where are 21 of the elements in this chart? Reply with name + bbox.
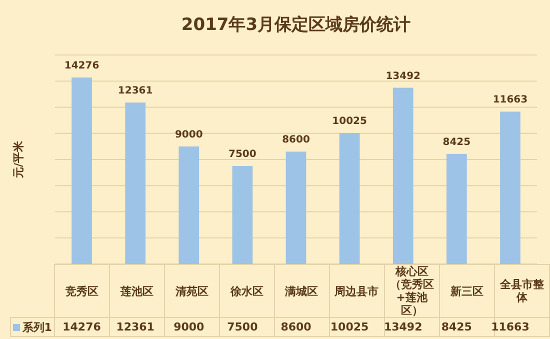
x-tick-label: 核心区（竞秀区+莲池区） [384, 264, 440, 318]
x-tick-label: 清苑区 [164, 264, 220, 318]
x-tick-label: 满城区 [274, 264, 330, 318]
x-tick-label: 竞秀区 [54, 264, 110, 318]
annotation: 11663 [492, 94, 528, 106]
annotation: 14276 [64, 60, 100, 72]
x-tick-label: 新三区 [440, 264, 495, 318]
annotation: 12361 [118, 86, 153, 97]
legend-label: 系列1 [10, 318, 55, 336]
annotation: 10025 [332, 116, 367, 128]
annotation: 9000 [174, 129, 203, 140]
x-tick-label: 莲池区 [110, 264, 164, 318]
title: 2017年3月保定区域房价统计 [181, 15, 411, 35]
x-tick-label: 徐水区 [219, 264, 274, 318]
annotation: 7500 [228, 149, 256, 160]
annotation: 8600 [282, 134, 310, 146]
x-tick-label: 全县市整体 [494, 264, 550, 318]
annotation: 8425 [442, 136, 471, 148]
y-axis-title: 元/平米 [12, 140, 25, 180]
annotation: 13492 [386, 70, 421, 82]
x-tick-label: 周边县市 [329, 264, 384, 318]
